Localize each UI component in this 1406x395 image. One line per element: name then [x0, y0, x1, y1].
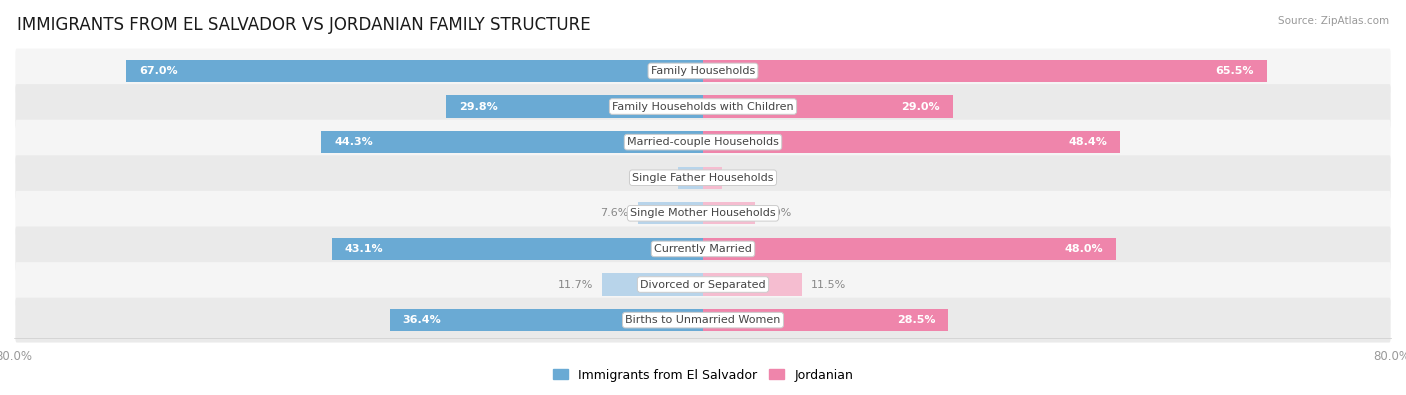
Text: Single Mother Households: Single Mother Households: [630, 208, 776, 218]
Text: Divorced or Separated: Divorced or Separated: [640, 280, 766, 290]
Text: 29.8%: 29.8%: [460, 102, 498, 111]
Text: Married-couple Households: Married-couple Households: [627, 137, 779, 147]
Bar: [703, 96, 953, 118]
Bar: [389, 309, 703, 331]
Bar: [322, 131, 703, 153]
Text: 44.3%: 44.3%: [335, 137, 373, 147]
Text: 65.5%: 65.5%: [1216, 66, 1254, 76]
Text: 48.0%: 48.0%: [1064, 244, 1104, 254]
Bar: [703, 238, 1116, 260]
FancyBboxPatch shape: [15, 120, 1391, 165]
Text: 67.0%: 67.0%: [139, 66, 177, 76]
Text: Currently Married: Currently Married: [654, 244, 752, 254]
Legend: Immigrants from El Salvador, Jordanian: Immigrants from El Salvador, Jordanian: [548, 365, 858, 386]
Bar: [678, 167, 703, 189]
Text: Single Father Households: Single Father Households: [633, 173, 773, 183]
Bar: [602, 273, 703, 295]
Text: 48.4%: 48.4%: [1069, 137, 1107, 147]
Text: IMMIGRANTS FROM EL SALVADOR VS JORDANIAN FAMILY STRUCTURE: IMMIGRANTS FROM EL SALVADOR VS JORDANIAN…: [17, 16, 591, 34]
FancyBboxPatch shape: [15, 84, 1391, 129]
Bar: [703, 309, 949, 331]
Text: Family Households: Family Households: [651, 66, 755, 76]
Bar: [703, 167, 721, 189]
Text: Source: ZipAtlas.com: Source: ZipAtlas.com: [1278, 16, 1389, 26]
FancyBboxPatch shape: [15, 298, 1391, 342]
Text: 29.0%: 29.0%: [901, 102, 939, 111]
Text: 6.0%: 6.0%: [763, 208, 792, 218]
Text: 11.5%: 11.5%: [811, 280, 846, 290]
FancyBboxPatch shape: [15, 155, 1391, 200]
Text: 36.4%: 36.4%: [402, 315, 441, 325]
Bar: [703, 202, 755, 224]
Bar: [703, 273, 801, 295]
Bar: [637, 202, 703, 224]
Bar: [332, 238, 703, 260]
FancyBboxPatch shape: [15, 262, 1391, 307]
Text: 11.7%: 11.7%: [558, 280, 593, 290]
Bar: [127, 60, 703, 82]
Text: Family Households with Children: Family Households with Children: [612, 102, 794, 111]
FancyBboxPatch shape: [15, 191, 1391, 236]
Bar: [703, 60, 1267, 82]
FancyBboxPatch shape: [15, 49, 1391, 93]
Text: 43.1%: 43.1%: [344, 244, 384, 254]
FancyBboxPatch shape: [15, 226, 1391, 271]
Text: Births to Unmarried Women: Births to Unmarried Women: [626, 315, 780, 325]
Text: 2.9%: 2.9%: [641, 173, 669, 183]
Text: 2.2%: 2.2%: [731, 173, 759, 183]
Text: 28.5%: 28.5%: [897, 315, 935, 325]
Text: 7.6%: 7.6%: [600, 208, 628, 218]
Bar: [703, 131, 1119, 153]
Bar: [446, 96, 703, 118]
